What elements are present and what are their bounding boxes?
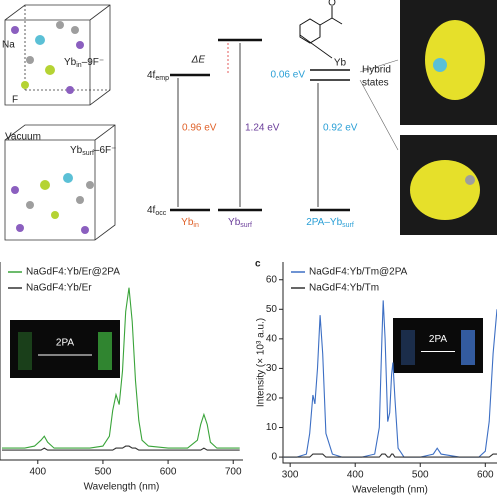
label-part: surf bbox=[342, 222, 354, 229]
vial bbox=[98, 332, 112, 370]
label-part: –9F⁻ bbox=[82, 57, 105, 68]
hybrid-label: states bbox=[362, 78, 389, 89]
x-tick-label: 500 bbox=[412, 470, 429, 481]
energy-label: 0.96 eV bbox=[182, 123, 217, 134]
inset-label: 2PA bbox=[429, 334, 447, 345]
panel-label: c bbox=[255, 259, 261, 270]
sub-label: 4focc bbox=[147, 205, 167, 217]
x-tick-label: 300 bbox=[282, 470, 299, 481]
x-axis-label: Wavelength (nm) bbox=[352, 485, 428, 496]
x-tick-label: 500 bbox=[95, 467, 112, 478]
na-label: Na bbox=[2, 40, 15, 51]
y-tick-label: 0 bbox=[271, 452, 277, 463]
y-axis-label: Intensity (× 10³ a.u.) bbox=[256, 318, 267, 407]
sub-label: Ybsurf–6F⁻ bbox=[70, 145, 116, 157]
inset-label: 2PA bbox=[56, 338, 74, 349]
legend-label: NaGdF4:Yb/Tm bbox=[309, 283, 379, 294]
label-part: in bbox=[76, 62, 82, 69]
label-part: 4f bbox=[147, 70, 156, 81]
crystal-top bbox=[4, 4, 111, 106]
vacuum-label: Vacuum bbox=[5, 132, 41, 143]
energy-label: 0.92 eV bbox=[323, 123, 358, 134]
f-label: F bbox=[12, 95, 18, 106]
vial bbox=[401, 330, 415, 365]
x-tick-label: 600 bbox=[477, 470, 494, 481]
label-part: in bbox=[193, 222, 199, 229]
vial bbox=[18, 332, 32, 370]
x-tick-label: 600 bbox=[160, 467, 177, 478]
label-part: 2PA–Yb bbox=[306, 217, 342, 228]
arrows bbox=[177, 34, 333, 207]
sub-label: 4femp bbox=[147, 70, 169, 82]
sub-label: Ybin–9F⁻ bbox=[64, 57, 104, 69]
label-part: Yb bbox=[181, 217, 194, 228]
x-tick-label: 400 bbox=[29, 467, 46, 478]
x-tick-label: 400 bbox=[347, 470, 364, 481]
y-tick-label: 50 bbox=[266, 304, 278, 315]
delta-e: ΔE bbox=[191, 55, 206, 66]
y-tick-label: 20 bbox=[266, 393, 278, 404]
o-label: O bbox=[328, 0, 336, 9]
label-part: Yb bbox=[228, 217, 241, 228]
label-part: surf bbox=[82, 150, 94, 157]
legend-label: NaGdF4:Yb/Er bbox=[26, 283, 92, 294]
label-part: occ bbox=[155, 210, 166, 217]
series-line bbox=[2, 445, 240, 451]
label-part: emp bbox=[155, 75, 169, 82]
legend-label: NaGdF4:Yb/Tm@2PA bbox=[309, 267, 408, 278]
hybrid-label: Hybrid bbox=[362, 65, 391, 76]
y-tick-label: 10 bbox=[266, 422, 278, 433]
label-part: Yb bbox=[70, 145, 83, 156]
series-line bbox=[283, 453, 497, 458]
sub-label: 2PA–Ybsurf bbox=[306, 217, 354, 229]
label-part: 4f bbox=[147, 205, 156, 216]
energy-label: 0.06 eV bbox=[271, 70, 306, 81]
y-tick-label: 60 bbox=[266, 274, 278, 285]
energy-levels bbox=[170, 38, 350, 212]
x-axis-label: Wavelength (nm) bbox=[84, 482, 160, 493]
y-tick-label: 40 bbox=[266, 333, 278, 344]
energy-label: 1.24 eV bbox=[245, 123, 280, 134]
crystal-bottom bbox=[4, 124, 116, 241]
label-part: –6F⁻ bbox=[94, 145, 117, 156]
sub-label: Ybsurf bbox=[228, 217, 252, 229]
sub-label: Ybin bbox=[181, 217, 199, 229]
label-part: Yb bbox=[64, 57, 77, 68]
y-tick-label: 30 bbox=[266, 363, 278, 374]
axis bbox=[282, 262, 497, 464]
molecule bbox=[299, 6, 343, 44]
vial bbox=[461, 330, 475, 365]
legend-label: NaGdF4:Yb/Er@2PA bbox=[26, 267, 120, 278]
series-line bbox=[2, 287, 240, 449]
axis bbox=[0, 262, 243, 461]
label-part: surf bbox=[240, 222, 252, 229]
x-tick-label: 700 bbox=[225, 467, 242, 478]
yb-label: Yb bbox=[334, 58, 347, 69]
orbital-images bbox=[359, 0, 497, 235]
series-line bbox=[283, 300, 497, 458]
